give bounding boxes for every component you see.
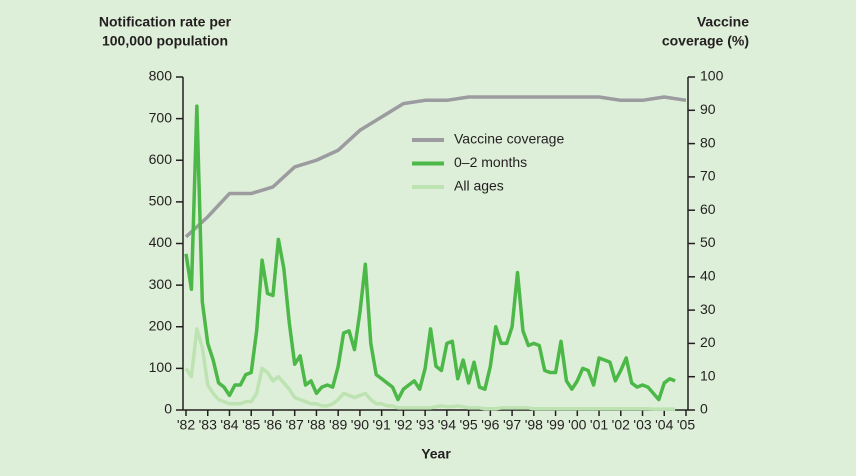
y-tick-label: 400 <box>149 234 173 250</box>
y2-tick-label: 20 <box>700 334 716 350</box>
x-tick-label: '04 <box>655 417 673 433</box>
y-tick-label: 0 <box>164 401 172 417</box>
x-tick-label: '94 <box>438 417 456 433</box>
x-tick-label: '89 <box>329 417 347 433</box>
y2-tick-label: 10 <box>700 367 716 383</box>
x-tick-label: '83 <box>199 417 217 433</box>
line <box>184 104 676 402</box>
y2-tick-label: 100 <box>700 68 724 84</box>
x-tick-label: '99 <box>546 417 564 433</box>
x-tick-label: '87 <box>286 417 304 433</box>
line <box>184 327 676 411</box>
x-tick-label: '90 <box>351 417 369 433</box>
x-tick-label: '98 <box>525 417 543 433</box>
y-axis-title: Notification rate per <box>99 14 232 30</box>
x-tick-label: '05 <box>677 417 695 433</box>
x-tick-label: '02 <box>612 417 630 433</box>
x-tick-label: '84 <box>220 417 238 433</box>
x-tick-label: '86 <box>264 417 282 433</box>
y-tick-label: 100 <box>149 359 173 375</box>
x-tick-label: '97 <box>503 417 521 433</box>
y2-axis-title: Vaccine <box>697 14 749 30</box>
x-tick-label: '93 <box>416 417 434 433</box>
y-tick-label: 200 <box>149 317 173 333</box>
x-tick-label: '01 <box>590 417 608 433</box>
y2-tick-label: 0 <box>700 401 708 417</box>
y2-axis-title: coverage (%) <box>662 33 749 49</box>
x-tick-label: '96 <box>481 417 499 433</box>
y2-tick-label: 70 <box>700 168 716 184</box>
y2-tick-label: 40 <box>700 268 716 284</box>
y2-tick-label: 90 <box>700 101 716 117</box>
x-tick-label: '88 <box>307 417 325 433</box>
y-tick-label: 700 <box>149 109 173 125</box>
x-tick-label: '03 <box>633 417 651 433</box>
x-tick-label: '00 <box>568 417 586 433</box>
y2-tick-label: 60 <box>700 201 716 217</box>
y2-tick-label: 50 <box>700 234 716 250</box>
x-tick-label: '82 <box>177 417 195 433</box>
x-tick-label: '85 <box>242 417 260 433</box>
legend-label: 0–2 months <box>454 154 527 170</box>
legend-label: All ages <box>454 178 504 194</box>
y-tick-label: 500 <box>149 193 173 209</box>
line <box>184 95 687 239</box>
y-tick-label: 600 <box>149 151 173 167</box>
y-axis-title: 100,000 population <box>102 33 228 49</box>
y-tick-label: 800 <box>149 68 173 84</box>
y-tick-label: 300 <box>149 276 173 292</box>
y2-tick-label: 80 <box>700 134 716 150</box>
x-axis-title: Year <box>421 446 451 462</box>
y2-tick-label: 30 <box>700 301 716 317</box>
x-tick-label: '95 <box>459 417 477 433</box>
legend-label: Vaccine coverage <box>454 131 564 147</box>
x-tick-label: '92 <box>394 417 412 433</box>
x-tick-label: '91 <box>373 417 391 433</box>
